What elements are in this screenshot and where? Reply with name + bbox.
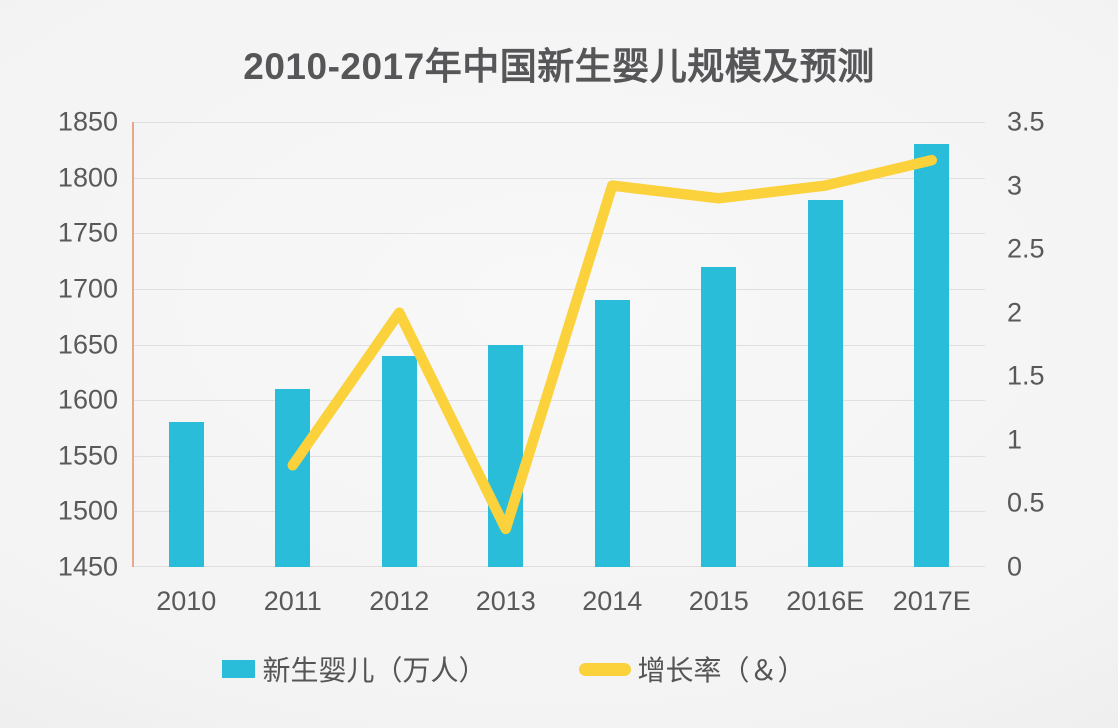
legend: 新生婴儿（万人） 增长率（＆）	[0, 646, 1073, 692]
growth-line	[287, 154, 937, 535]
bar-2011	[275, 389, 311, 567]
legend-label-babies: 新生婴儿（万人）	[262, 655, 487, 686]
gridline	[133, 122, 985, 123]
x-tick-label-2017E: 2017E	[892, 586, 971, 616]
bar-2016E	[807, 199, 843, 567]
line-series-swatch-icon	[578, 662, 631, 676]
gridline	[133, 177, 985, 179]
gridline	[133, 288, 985, 290]
y-left-tick-label: 1700	[57, 273, 118, 304]
legend-label-growth: 增长率（＆）	[637, 655, 806, 686]
y-left-tick-label: 1650	[57, 329, 118, 359]
bar-2010	[168, 422, 204, 567]
y-axis-right: 3.5 3 2.5 2 1.5 1 0.5 0	[1007, 107, 1097, 582]
y-right-tick-label: 3	[1007, 170, 1023, 201]
y-left-tick-label: 1550	[57, 440, 118, 471]
y-axis-left: 1850 1800 1750 1700 1650 1600 1550 1500 1450	[28, 107, 118, 582]
gridline	[133, 455, 985, 457]
gridline	[133, 566, 985, 567]
x-tick-label-2013: 2013	[475, 586, 536, 616]
bar-2017E	[914, 144, 950, 567]
y-right-tick-label: 2	[1007, 297, 1023, 328]
y-right-tick-label: 3.5	[1007, 106, 1045, 137]
growth-line-path	[287, 154, 937, 535]
x-tick-label-2015: 2015	[688, 586, 749, 616]
gridline	[133, 511, 985, 513]
y-left-tick-label: 1600	[57, 384, 118, 415]
y-right-tick-label: 0.5	[1007, 487, 1045, 518]
y-right-tick-label: 1.5	[1007, 360, 1045, 391]
x-tick-label-2010: 2010	[156, 586, 217, 616]
legend-item-babies: 新生婴儿（万人）	[222, 649, 487, 689]
plot-area	[132, 122, 985, 567]
y-right-tick-label: 1	[1007, 424, 1023, 455]
gridline	[133, 233, 985, 235]
y-left-tick-label: 1850	[57, 106, 118, 137]
x-tick-label-2014: 2014	[582, 586, 643, 616]
y-left-tick-label: 1450	[57, 551, 118, 582]
y-left-tick-label: 1750	[57, 217, 118, 248]
bar-series-swatch-icon	[222, 660, 256, 678]
chart-title: 2010-2017年中国新生婴儿规模及预测	[243, 46, 875, 87]
x-tick-label-2012: 2012	[369, 586, 430, 616]
legend-item-growth: 增长率（＆）	[578, 649, 806, 689]
y-left-tick-label: 1800	[57, 162, 118, 193]
y-right-tick-label: 0	[1007, 551, 1023, 582]
x-tick-label-2016E: 2016E	[786, 586, 865, 616]
bar-2014	[594, 300, 630, 567]
bar-2015	[701, 266, 737, 567]
gridline	[133, 400, 985, 402]
y-right-tick-label: 2.5	[1007, 233, 1045, 264]
x-tick-label-2011: 2011	[263, 586, 322, 616]
left-axis-line	[132, 122, 134, 567]
y-left-tick-label: 1500	[57, 495, 118, 526]
bar-2012	[381, 355, 417, 567]
x-axis-labels: 2010 2011 2012 2013 2014 2015 2016E 2017E	[133, 586, 985, 620]
